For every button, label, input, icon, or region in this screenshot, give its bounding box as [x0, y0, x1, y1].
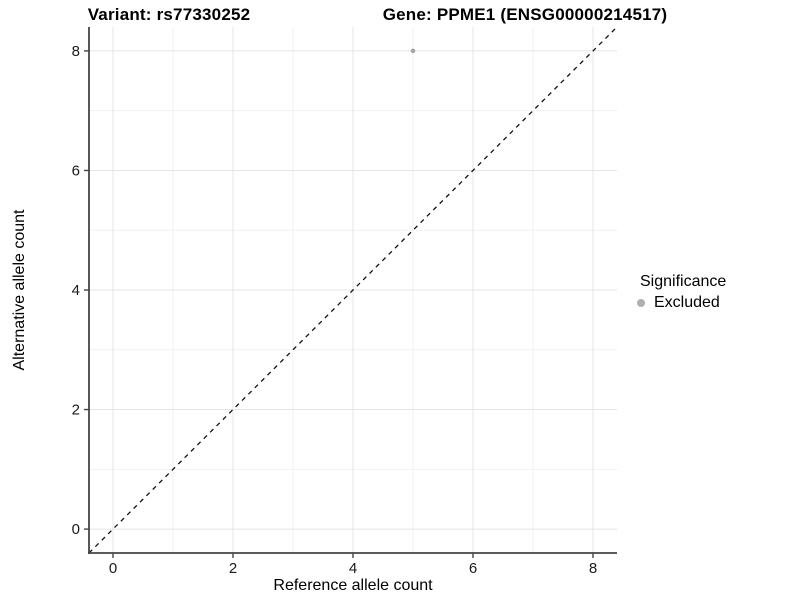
y-tick-label: 8: [72, 43, 80, 60]
excluded-point-icon: [637, 298, 645, 307]
y-tick-label: 4: [72, 282, 80, 299]
legend-title: Significance: [640, 273, 727, 290]
plot-title-gene: Gene: PPME1 (ENSG00000214517): [382, 5, 668, 24]
legend-item-excluded: Excluded: [630, 294, 726, 311]
x-tick-label: 4: [349, 560, 357, 577]
y-tick-label: 2: [72, 402, 80, 419]
x-tick-label: 8: [589, 560, 597, 577]
y-tick-label: 0: [72, 521, 80, 538]
x-tick-label: 2: [229, 560, 237, 577]
x-tick-label: 6: [469, 560, 477, 577]
plot-title-variant: Variant: rs77330252: [87, 5, 251, 24]
identity-line: [88, 26, 618, 554]
x-axis-title: Reference allele count: [273, 577, 433, 594]
y-axis-title: Alternative allele count: [11, 209, 28, 371]
x-tick-label: 0: [109, 560, 117, 577]
y-tick-label: 6: [72, 162, 80, 179]
data-point: [410, 48, 416, 54]
legend-item-label: Excluded: [654, 293, 720, 311]
legend: Significance Excluded: [630, 273, 726, 311]
